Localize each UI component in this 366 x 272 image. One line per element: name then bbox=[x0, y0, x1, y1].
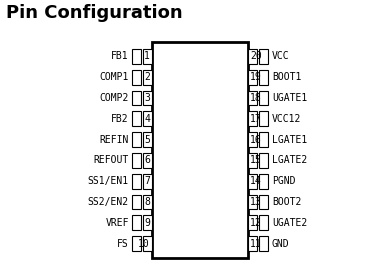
Text: UGATE2: UGATE2 bbox=[272, 218, 307, 228]
Text: VCC: VCC bbox=[272, 51, 290, 61]
Text: VREF: VREF bbox=[105, 218, 129, 228]
Text: BOOT1: BOOT1 bbox=[272, 72, 301, 82]
Text: 6: 6 bbox=[144, 155, 150, 165]
Bar bbox=[259, 174, 268, 189]
Bar bbox=[132, 194, 141, 209]
Bar bbox=[259, 215, 268, 230]
Text: GND: GND bbox=[272, 239, 290, 249]
Bar bbox=[143, 174, 152, 189]
Text: 8: 8 bbox=[144, 197, 150, 207]
Text: 16: 16 bbox=[250, 135, 262, 145]
Bar bbox=[259, 194, 268, 209]
Bar bbox=[248, 91, 257, 106]
Text: 7: 7 bbox=[144, 176, 150, 186]
Bar bbox=[143, 70, 152, 85]
Bar bbox=[248, 49, 257, 64]
Bar bbox=[248, 194, 257, 209]
Bar bbox=[132, 91, 141, 106]
Bar bbox=[248, 174, 257, 189]
Text: SS1/EN1: SS1/EN1 bbox=[88, 176, 129, 186]
Bar bbox=[143, 236, 152, 251]
Bar bbox=[143, 153, 152, 168]
Text: 17: 17 bbox=[250, 114, 262, 124]
Bar bbox=[143, 215, 152, 230]
Text: 12: 12 bbox=[250, 218, 262, 228]
Bar bbox=[259, 132, 268, 147]
Bar bbox=[143, 194, 152, 209]
Bar bbox=[132, 132, 141, 147]
Bar bbox=[132, 49, 141, 64]
Text: 14: 14 bbox=[250, 176, 262, 186]
Text: 15: 15 bbox=[250, 155, 262, 165]
Text: 13: 13 bbox=[250, 197, 262, 207]
Text: REFIN: REFIN bbox=[100, 135, 129, 145]
Text: LGATE1: LGATE1 bbox=[272, 135, 307, 145]
Text: LGATE2: LGATE2 bbox=[272, 155, 307, 165]
Bar bbox=[248, 111, 257, 126]
Text: 11: 11 bbox=[250, 239, 262, 249]
Text: VCC12: VCC12 bbox=[272, 114, 301, 124]
Text: Pin Configuration: Pin Configuration bbox=[6, 4, 183, 22]
Text: 18: 18 bbox=[250, 93, 262, 103]
Text: FB2: FB2 bbox=[111, 114, 129, 124]
Bar bbox=[259, 70, 268, 85]
Bar bbox=[143, 91, 152, 106]
Bar bbox=[132, 153, 141, 168]
Bar bbox=[259, 111, 268, 126]
Bar bbox=[143, 132, 152, 147]
Bar bbox=[259, 153, 268, 168]
Text: SS2/EN2: SS2/EN2 bbox=[88, 197, 129, 207]
Bar bbox=[248, 236, 257, 251]
Bar bbox=[248, 70, 257, 85]
Bar bbox=[132, 111, 141, 126]
Bar bbox=[132, 236, 141, 251]
Bar bbox=[248, 215, 257, 230]
Bar bbox=[143, 49, 152, 64]
Text: FS: FS bbox=[117, 239, 129, 249]
Bar bbox=[259, 236, 268, 251]
Text: 19: 19 bbox=[250, 72, 262, 82]
Text: 9: 9 bbox=[144, 218, 150, 228]
Text: 10: 10 bbox=[138, 239, 150, 249]
Text: 20: 20 bbox=[250, 51, 262, 61]
Text: FB1: FB1 bbox=[111, 51, 129, 61]
Text: 4: 4 bbox=[144, 114, 150, 124]
Text: 2: 2 bbox=[144, 72, 150, 82]
Text: COMP2: COMP2 bbox=[100, 93, 129, 103]
Bar bbox=[132, 174, 141, 189]
Bar bbox=[152, 42, 248, 258]
Bar bbox=[259, 91, 268, 106]
Text: COMP1: COMP1 bbox=[100, 72, 129, 82]
Text: 3: 3 bbox=[144, 93, 150, 103]
Text: 5: 5 bbox=[144, 135, 150, 145]
Bar bbox=[248, 153, 257, 168]
Text: BOOT2: BOOT2 bbox=[272, 197, 301, 207]
Bar bbox=[132, 70, 141, 85]
Text: PGND: PGND bbox=[272, 176, 295, 186]
Bar bbox=[248, 132, 257, 147]
Text: 1: 1 bbox=[144, 51, 150, 61]
Bar bbox=[132, 215, 141, 230]
Bar bbox=[259, 49, 268, 64]
Text: REFOUT: REFOUT bbox=[94, 155, 129, 165]
Text: UGATE1: UGATE1 bbox=[272, 93, 307, 103]
Bar bbox=[143, 111, 152, 126]
